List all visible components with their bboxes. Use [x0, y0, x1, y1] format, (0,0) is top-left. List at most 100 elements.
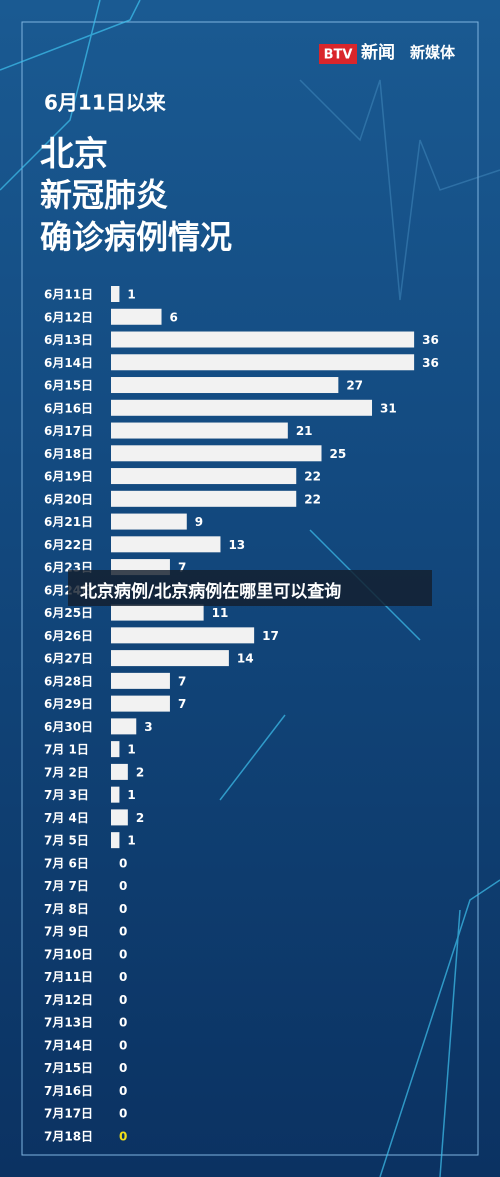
bar [111, 468, 297, 485]
bar [111, 763, 128, 780]
bar [111, 331, 415, 348]
title-line: 确诊病例情况 [40, 218, 232, 256]
y-tick-label: 7月17日 [44, 1107, 93, 1121]
bar [111, 809, 128, 826]
value-label: 3 [144, 720, 152, 734]
value-label: 0 [119, 970, 127, 984]
value-label: 1 [127, 288, 135, 302]
value-label: 36 [422, 333, 439, 347]
value-label: 11 [212, 606, 229, 620]
y-tick-label: 7月11日 [44, 970, 93, 984]
y-tick-label: 6月30日 [44, 720, 93, 734]
value-label: 7 [178, 697, 186, 711]
value-label: 0 [119, 1130, 127, 1144]
value-label: 25 [330, 447, 347, 461]
value-label: 7 [178, 561, 186, 575]
bar [111, 422, 288, 439]
y-tick-label: 7月13日 [44, 1016, 93, 1030]
title-line: 北京 [40, 135, 108, 175]
y-tick-label: 6月12日 [44, 310, 93, 324]
value-label: 9 [195, 515, 203, 529]
y-tick-label: 6月13日 [44, 333, 93, 347]
y-tick-label: 6月14日 [44, 356, 93, 370]
y-tick-label: 6月19日 [44, 470, 93, 484]
y-tick-label: 6月20日 [44, 492, 93, 506]
y-tick-label: 7月10日 [44, 947, 93, 961]
bar [111, 286, 120, 302]
y-tick-label: 7月 8日 [44, 902, 89, 916]
value-label: 0 [119, 856, 127, 870]
bar [111, 832, 120, 849]
y-tick-label: 7月 9日 [44, 925, 89, 939]
bar [111, 718, 137, 735]
y-tick-label: 7月 4日 [44, 811, 89, 825]
frame [21, 21, 479, 1156]
y-tick-label: 6月29日 [44, 697, 93, 711]
value-label: 22 [304, 492, 321, 506]
value-label: 2 [136, 765, 144, 779]
value-label: 1 [127, 788, 135, 802]
bar [111, 672, 170, 689]
bar [111, 513, 187, 530]
value-label: 0 [119, 925, 127, 939]
value-label: 1 [127, 834, 135, 848]
bar [111, 627, 255, 644]
logo-media: 新媒体 [410, 44, 456, 62]
y-tick-label: 7月 1日 [44, 743, 89, 757]
y-tick-label: 7月12日 [44, 993, 93, 1007]
y-tick-label: 7月18日 [44, 1130, 93, 1144]
bar [111, 445, 322, 462]
y-tick-label: 7月 6日 [44, 856, 89, 870]
value-label: 6 [170, 310, 178, 324]
y-tick-label: 6月11日 [44, 288, 93, 302]
y-tick-label: 7月15日 [44, 1061, 93, 1075]
y-tick-label: 7月 2日 [44, 765, 89, 779]
value-label: 1 [127, 743, 135, 757]
bar [111, 377, 339, 394]
value-label: 17 [262, 629, 279, 643]
y-tick-label: 6月17日 [44, 424, 93, 438]
value-label: 0 [119, 1107, 127, 1121]
bar [111, 399, 373, 416]
value-label: 21 [296, 424, 313, 438]
bar [111, 536, 221, 553]
bar [111, 650, 229, 667]
value-label: 36 [422, 356, 439, 370]
y-tick-label: 6月27日 [44, 652, 93, 666]
value-label: 7 [178, 674, 186, 688]
value-label: 0 [119, 1061, 127, 1075]
y-tick-label: 6月16日 [44, 401, 93, 415]
bar [111, 354, 415, 371]
y-tick-label: 7月16日 [44, 1084, 93, 1098]
y-tick-label: 7月 7日 [44, 879, 89, 893]
value-label: 0 [119, 1038, 127, 1052]
y-tick-label: 6月21日 [44, 515, 93, 529]
value-label: 2 [136, 811, 144, 825]
y-tick-label: 6月28日 [44, 674, 93, 688]
y-tick-label: 6月18日 [44, 447, 93, 461]
overlay-text: 北京病例/北京病例在哪里可以查询 [80, 582, 342, 602]
value-label: 27 [346, 379, 363, 393]
y-tick-label: 6月22日 [44, 538, 93, 552]
y-tick-label: 7月 3日 [44, 788, 89, 802]
y-tick-label: 7月 5日 [44, 834, 89, 848]
bar [111, 604, 204, 621]
value-label: 0 [119, 993, 127, 1007]
bar [111, 786, 120, 803]
subtitle: 6月11日以来 [44, 91, 167, 115]
y-tick-label: 6月25日 [44, 606, 93, 620]
value-label: 0 [119, 947, 127, 961]
overlay-banner: 北京病例/北京病例在哪里可以查询 [68, 570, 432, 606]
value-label: 22 [304, 470, 321, 484]
logo-btv: BTV [324, 48, 353, 63]
y-tick-label: 6月26日 [44, 629, 93, 643]
value-label: 14 [237, 652, 254, 666]
value-label: 0 [119, 879, 127, 893]
value-label: 0 [119, 1084, 127, 1098]
y-tick-label: 7月14日 [44, 1038, 93, 1052]
value-label: 31 [380, 401, 397, 415]
value-label: 0 [119, 902, 127, 916]
title-line: 新冠肺炎 [40, 176, 168, 214]
